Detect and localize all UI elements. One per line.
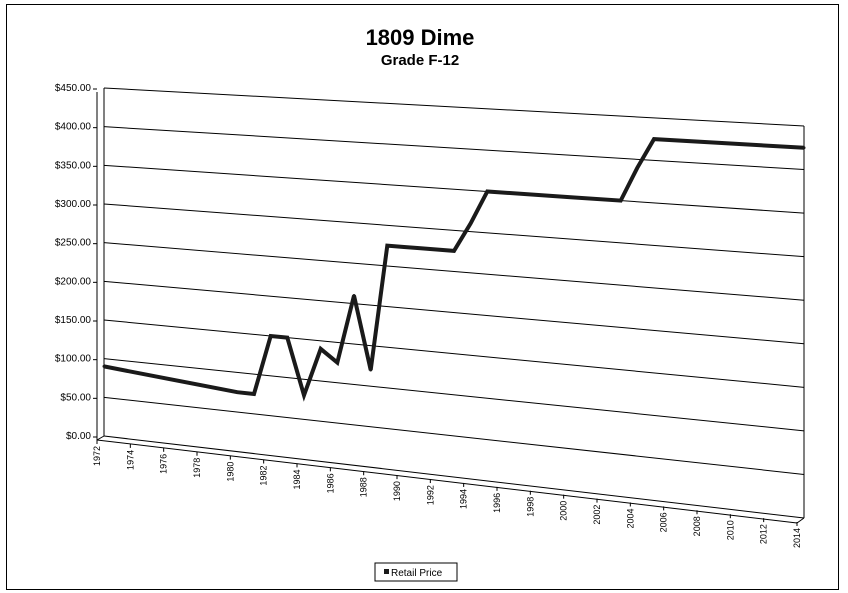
y-tick-label: $350.00 [55, 160, 92, 171]
data-point [619, 199, 623, 203]
gridline [103, 435, 805, 519]
x-tick-label: 1984 [292, 469, 302, 489]
data-point [385, 244, 389, 248]
y-tick-label: $0.00 [66, 431, 91, 442]
data-point [485, 189, 489, 193]
y-tick-label: $50.00 [60, 392, 91, 403]
gridline [103, 358, 805, 432]
x-tick-label: 1988 [359, 477, 369, 497]
gridline [103, 164, 805, 214]
gridline [103, 280, 805, 345]
x-tick-label: 1980 [225, 462, 235, 482]
chart-frame: 1809 Dime Grade F-12 $0.00 $50.00 $100.00 $… [6, 4, 839, 590]
floor-right-edge [796, 517, 805, 524]
legend-box [374, 562, 458, 582]
x-tick-label: 2004 [625, 508, 635, 528]
series-layer [102, 137, 806, 402]
gridline [103, 87, 805, 127]
data-point [802, 146, 806, 150]
x-tick-label: 1982 [259, 466, 269, 486]
x-tick-label: 1992 [425, 485, 435, 505]
data-point [252, 392, 256, 396]
y-tick-label: $250.00 [55, 238, 92, 249]
gridline [103, 396, 805, 475]
floor-left-edge [96, 435, 105, 441]
x-tick-label: 2008 [692, 516, 702, 536]
x-tick-label: 1976 [159, 454, 169, 474]
legend-swatch [384, 569, 389, 574]
x-tick-label: 2014 [792, 528, 802, 548]
data-point [302, 393, 306, 397]
data-point [402, 245, 406, 249]
x-tick-label: 1996 [492, 493, 502, 513]
x-tick-label: 1978 [192, 458, 202, 478]
axis-layer [93, 88, 805, 526]
data-point [635, 166, 639, 170]
data-point [102, 364, 106, 368]
data-point [285, 336, 289, 340]
y-tick-label: $450.00 [55, 83, 92, 94]
data-point [319, 347, 323, 351]
series-line-retail-price [103, 137, 805, 402]
y-tick-label: $300.00 [55, 199, 92, 210]
x-tick-label: 1994 [459, 489, 469, 509]
floor-front-edge [96, 439, 798, 524]
data-point [452, 249, 456, 253]
x-tick-label: 1990 [392, 481, 402, 501]
x-tick-label: 2010 [725, 520, 735, 540]
x-tick-label: 2002 [592, 505, 602, 525]
data-point [235, 390, 239, 394]
x-tick-label: 1974 [125, 450, 135, 470]
data-point [352, 294, 356, 298]
x-tick-labels: 1972 1974 1976 1978 1980 1982 1984 1986 1988 1990… [92, 446, 802, 548]
chart-subtitle: Grade F-12 [381, 52, 459, 69]
data-point [369, 368, 373, 372]
gridline [103, 242, 805, 301]
grid-layer [103, 87, 805, 519]
x-tick-label: 1986 [325, 473, 335, 493]
chart-title: 1809 Dime [366, 25, 475, 50]
gridline [103, 126, 805, 171]
data-point [335, 361, 339, 365]
legend-label: Retail Price [391, 568, 443, 579]
y-tick-label: $100.00 [55, 354, 92, 365]
chart-svg: 1809 Dime Grade F-12 $0.00$50.00$100.00$… [55, 25, 806, 582]
gridline [103, 319, 805, 388]
y-tick-label: $200.00 [55, 276, 92, 287]
x-tick-label: 1998 [525, 497, 535, 517]
x-tick-label: 2006 [659, 512, 669, 532]
data-point [469, 221, 473, 225]
x-tick-label: 2000 [559, 501, 569, 521]
data-point [652, 137, 656, 141]
x-tick-label: 2012 [759, 524, 769, 544]
y-tick-label: $150.00 [55, 315, 92, 326]
data-point [269, 334, 273, 338]
y-tick-label: $400.00 [55, 122, 92, 133]
y-tick-labels: $0.00 $50.00 $100.00 $150.00 $200.00 $250.00 $… [55, 83, 92, 442]
legend: Retail Price [374, 562, 458, 582]
x-tick-label: 1972 [92, 446, 102, 466]
data-point [569, 195, 573, 199]
data-point [419, 246, 423, 250]
gridline [103, 203, 805, 258]
